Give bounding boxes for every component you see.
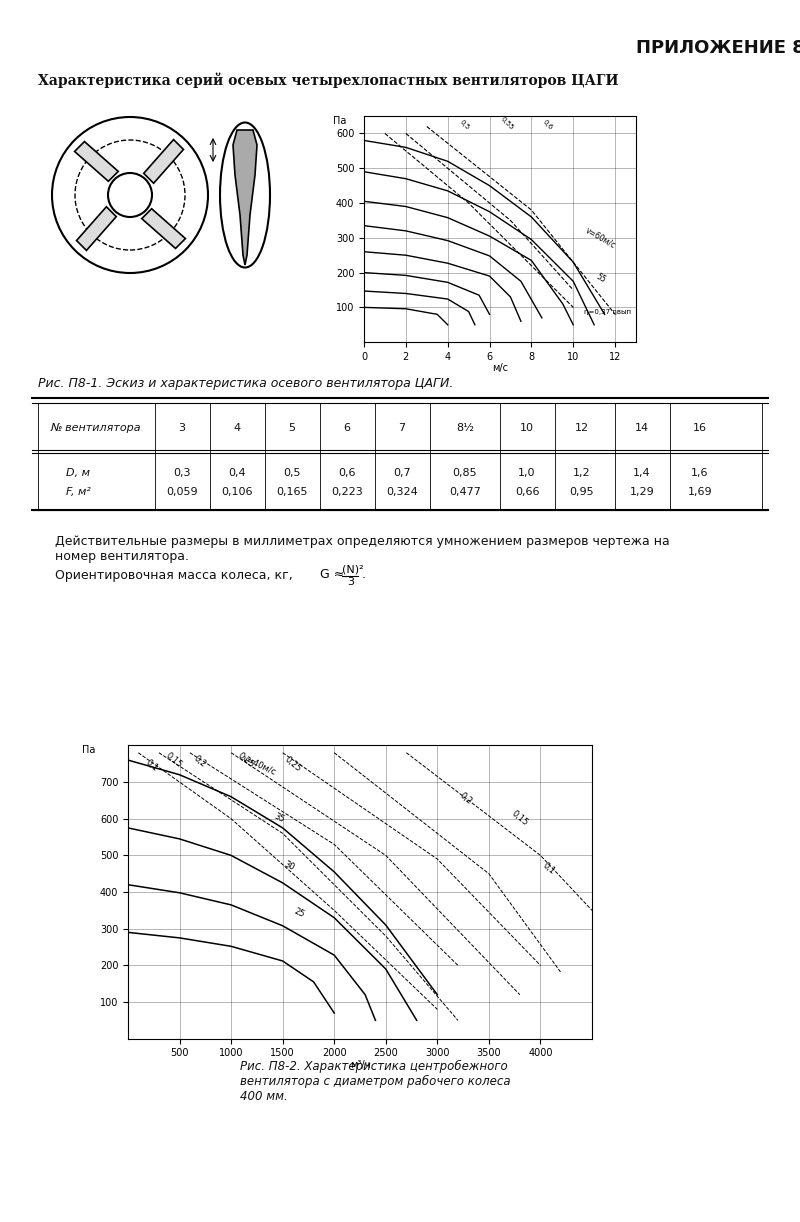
Text: 0,1: 0,1 (143, 758, 159, 774)
Text: № вентилятора: № вентилятора (50, 423, 142, 433)
Text: 0,55: 0,55 (500, 116, 515, 131)
Text: 0,95: 0,95 (570, 488, 594, 497)
Text: Па: Па (82, 745, 95, 755)
Text: 0,3: 0,3 (174, 468, 190, 478)
Text: 5: 5 (289, 423, 295, 433)
X-axis label: м/с: м/с (492, 363, 508, 373)
Text: (N)²: (N)² (342, 565, 364, 574)
Text: 3: 3 (347, 577, 354, 587)
Text: 8¹⁄₂: 8¹⁄₂ (456, 423, 474, 433)
Text: 0,15: 0,15 (164, 750, 184, 770)
Text: 0,15: 0,15 (510, 809, 530, 829)
Text: Рис. П8-1. Эскиз и характеристика осевого вентилятора ЦАГИ.: Рис. П8-1. Эскиз и характеристика осевог… (38, 376, 454, 390)
Text: ПРИЛОЖЕНИЕ 8: ПРИЛОЖЕНИЕ 8 (635, 39, 800, 57)
Text: 0,5: 0,5 (458, 119, 470, 131)
Polygon shape (233, 130, 257, 265)
Text: 0,324: 0,324 (386, 488, 418, 497)
Text: 1,29: 1,29 (630, 488, 654, 497)
Text: 0,1: 0,1 (541, 860, 556, 876)
Text: 1,6: 1,6 (691, 468, 709, 478)
Polygon shape (74, 142, 118, 181)
Text: 0,7: 0,7 (393, 468, 411, 478)
Text: 10: 10 (520, 423, 534, 433)
Text: 0,165: 0,165 (276, 488, 308, 497)
Text: .: . (362, 567, 366, 580)
Text: 7: 7 (398, 423, 406, 433)
Polygon shape (77, 207, 116, 251)
Text: 55: 55 (594, 273, 607, 285)
Text: 0,6: 0,6 (542, 119, 554, 131)
Text: 0,477: 0,477 (449, 488, 481, 497)
Text: 35: 35 (272, 811, 286, 825)
Text: 1,2: 1,2 (573, 468, 591, 478)
Text: 0,6: 0,6 (338, 468, 356, 478)
Text: 4: 4 (234, 423, 241, 433)
Text: v=40м/с: v=40м/с (242, 753, 278, 777)
X-axis label: м³/ч: м³/ч (350, 1059, 370, 1069)
Text: 0,223: 0,223 (331, 488, 363, 497)
Text: 16: 16 (693, 423, 707, 433)
Text: G ≈: G ≈ (320, 567, 348, 580)
Text: Рис. П8-2. Характеристика центробежного
вентилятора с диаметром рабочего колеса
: Рис. П8-2. Характеристика центробежного … (240, 1059, 510, 1103)
Text: 0,4: 0,4 (228, 468, 246, 478)
Text: Характеристика серий осевых четырехлопастных вентиляторов ЦАГИ: Характеристика серий осевых четырехлопас… (38, 72, 618, 88)
Text: 6: 6 (343, 423, 350, 433)
Text: 1,69: 1,69 (688, 488, 712, 497)
Text: 12: 12 (575, 423, 589, 433)
Text: 30: 30 (282, 859, 296, 873)
Text: 14: 14 (635, 423, 649, 433)
Text: 0,2: 0,2 (192, 754, 208, 770)
Text: 3: 3 (178, 423, 186, 433)
Text: 0,5: 0,5 (283, 468, 301, 478)
Text: η=0,37 ηвып: η=0,37 ηвып (584, 309, 630, 315)
Text: F, м²: F, м² (66, 488, 90, 497)
Text: 0,059: 0,059 (166, 488, 198, 497)
Text: 1,4: 1,4 (633, 468, 651, 478)
Text: D, м: D, м (66, 468, 90, 478)
Text: Ориентировочная масса колеса, кг,: Ориентировочная масса колеса, кг, (55, 569, 293, 583)
Text: 0,25: 0,25 (282, 754, 302, 774)
Polygon shape (144, 139, 183, 183)
Text: Действительные размеры в миллиметрах определяются умножением размеров чертежа на: Действительные размеры в миллиметрах опр… (55, 535, 670, 563)
Text: Па: Па (333, 116, 346, 126)
Text: 0,106: 0,106 (222, 488, 253, 497)
Text: 0,66: 0,66 (514, 488, 539, 497)
Polygon shape (142, 209, 186, 248)
Text: v=60м/с: v=60м/с (584, 226, 617, 251)
Text: 25: 25 (293, 907, 306, 920)
Text: 0,2: 0,2 (458, 791, 474, 807)
Text: 0,85: 0,85 (453, 468, 478, 478)
Text: 1,0: 1,0 (518, 468, 536, 478)
Text: 0,25: 0,25 (236, 750, 256, 770)
